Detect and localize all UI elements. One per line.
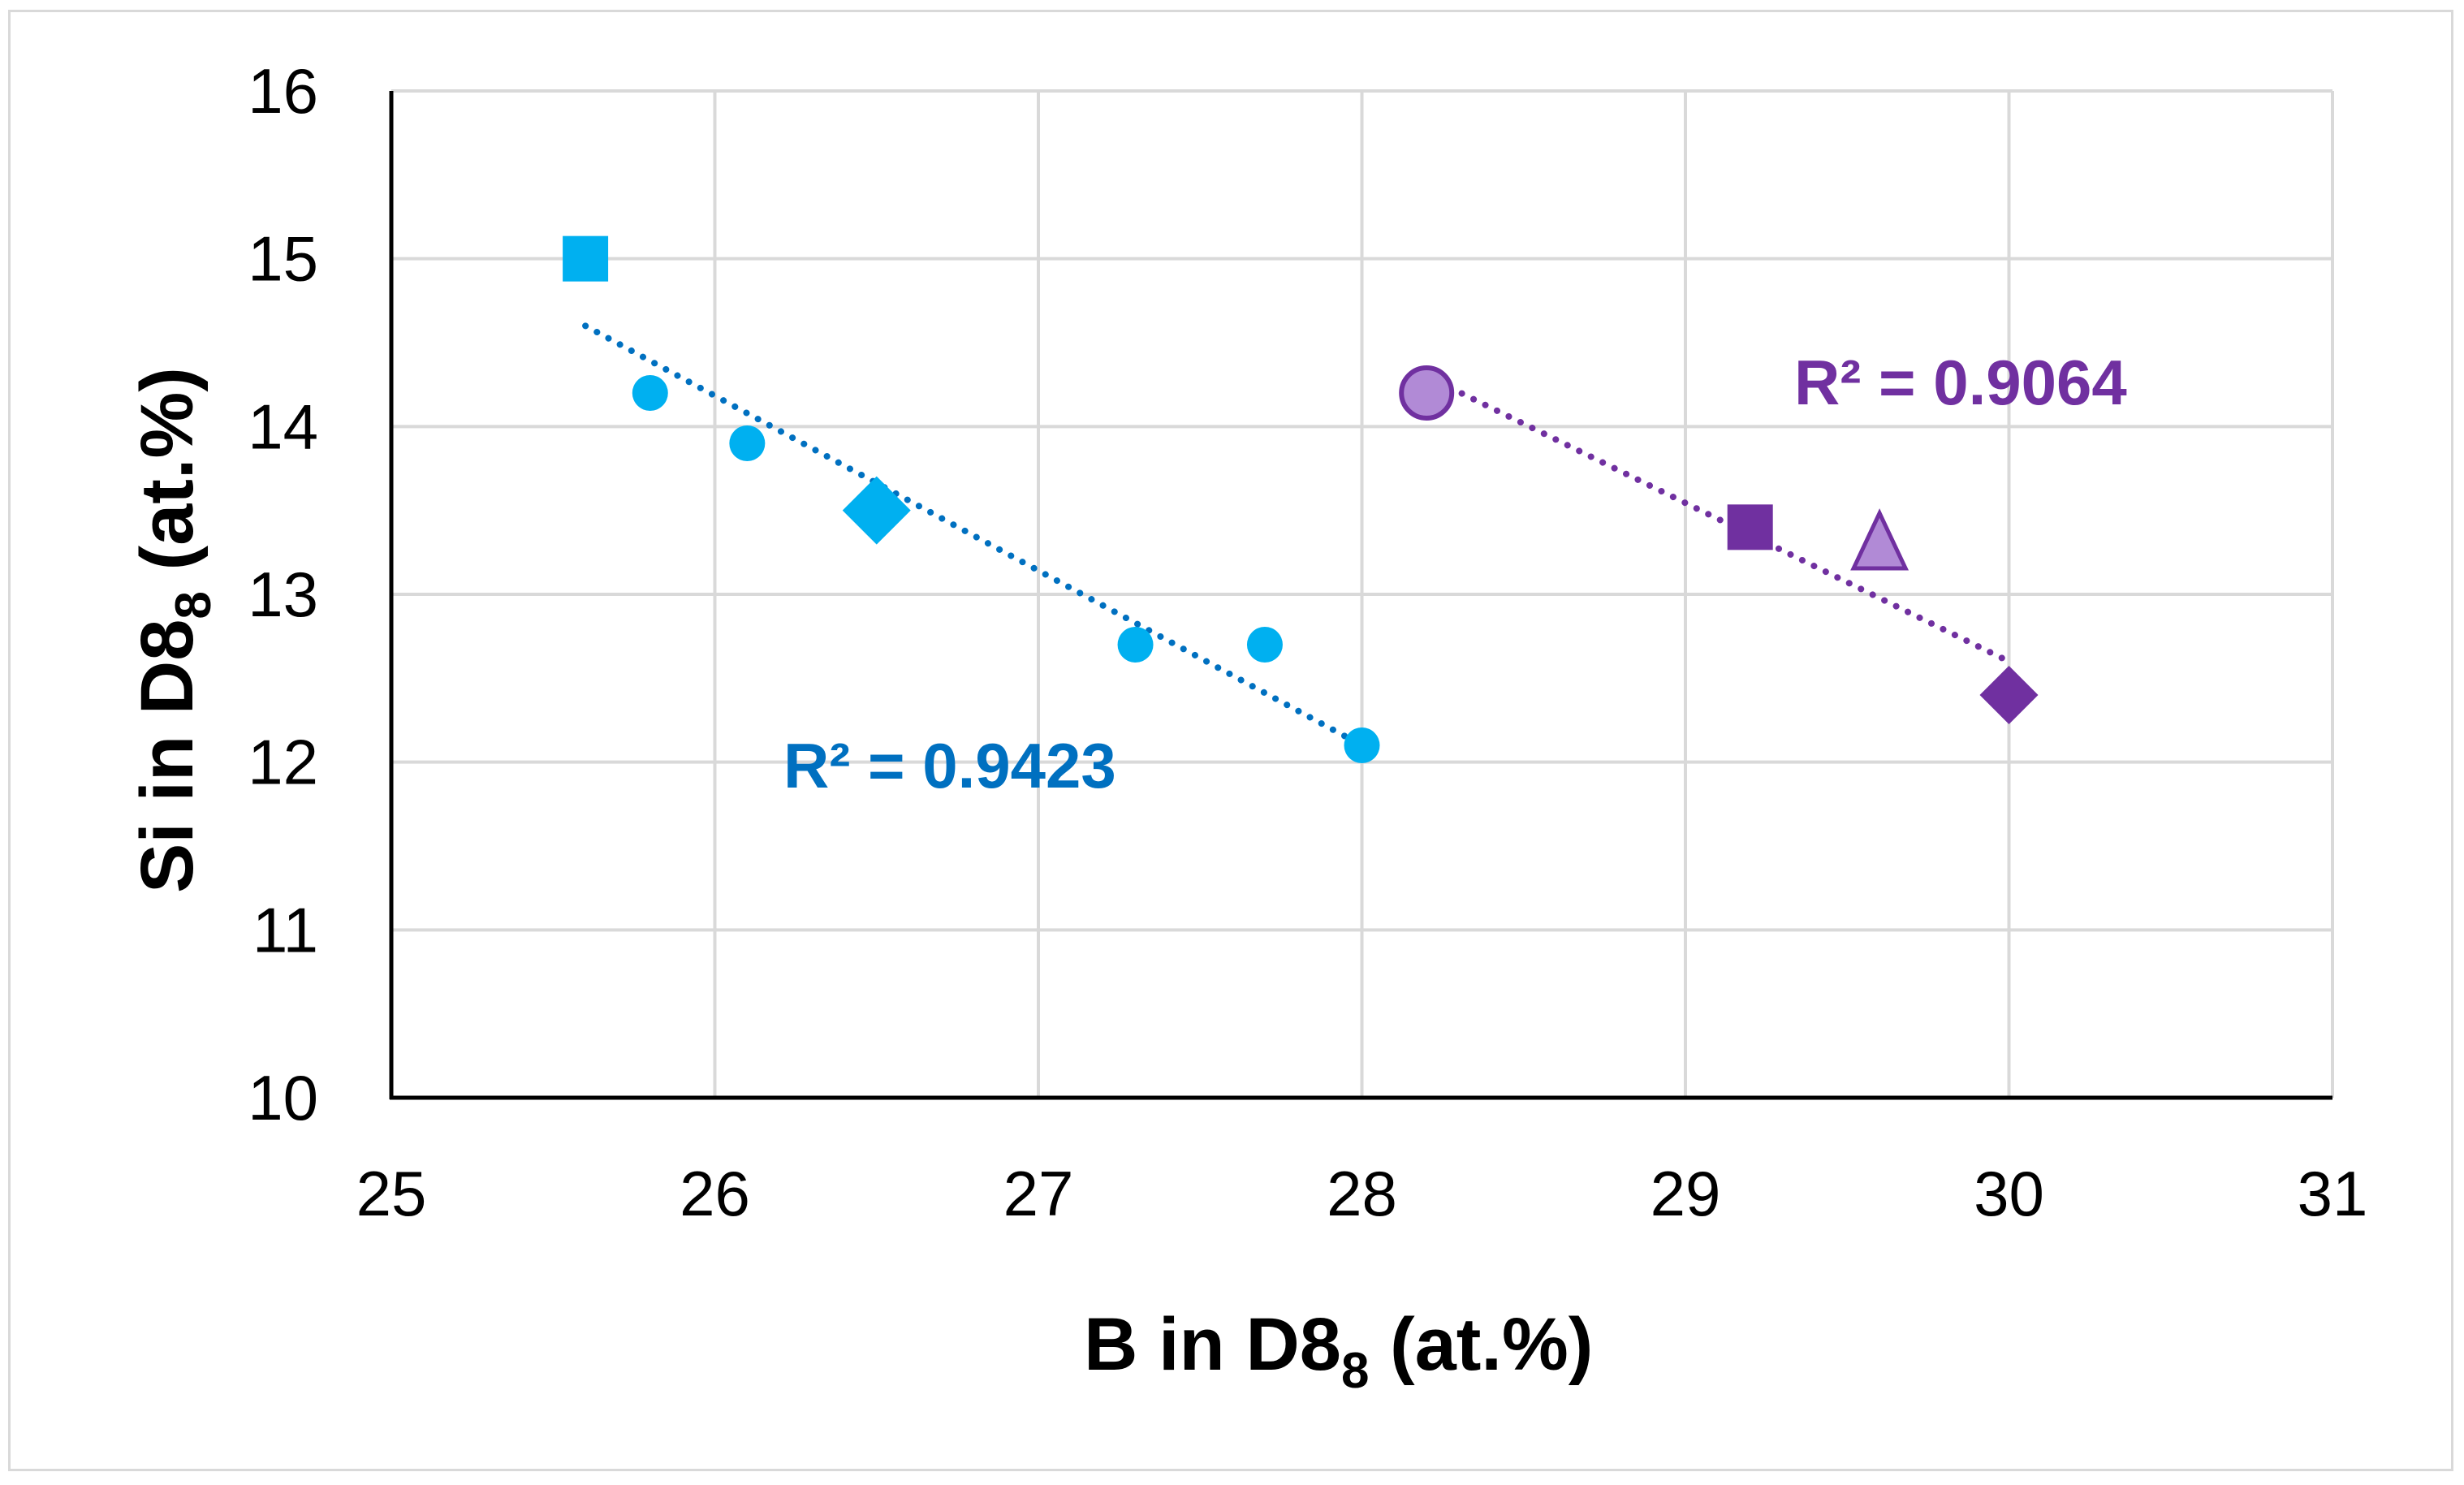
x-tick-label: 25	[356, 1158, 427, 1229]
blue-group-point-square	[563, 235, 609, 282]
y-tick-label: 11	[252, 894, 318, 965]
y-axis-title: Si in D88 (at.%)	[126, 367, 222, 893]
trendline-blue-group	[582, 322, 1366, 749]
r2-label-purple: R² = 0.9064	[1794, 347, 2127, 418]
purple-group-point-diamond	[1979, 666, 2039, 724]
y-tick-label: 13	[248, 559, 318, 630]
axes	[389, 91, 2332, 1100]
gridlines	[391, 89, 2334, 1098]
trendline-purple-group	[1423, 373, 2013, 665]
data-points	[563, 235, 2039, 763]
x-tick-label: 27	[1003, 1158, 1074, 1229]
blue-group-point-circle	[632, 375, 668, 411]
tick-labels: 25 26 27 28 29 30 31 10 11 12 13 14 15 16	[248, 55, 2367, 1229]
r2-label-blue: R² = 0.9423	[783, 730, 1116, 801]
x-axis-title: B in D88 (at.%)	[1084, 1303, 1593, 1399]
x-tick-label: 28	[1327, 1158, 1397, 1229]
x-tick-label: 26	[680, 1158, 750, 1229]
blue-group-point-circle	[1246, 627, 1283, 663]
blue-group-point-circle	[1344, 727, 1380, 763]
x-tick-label: 30	[1974, 1158, 2044, 1229]
blue-group-point-circle	[1117, 627, 1154, 663]
y-tick-label: 15	[248, 223, 318, 295]
x-tick-label: 31	[2298, 1158, 2368, 1229]
y-tick-label: 16	[248, 55, 318, 127]
chart-frame	[8, 10, 2453, 1471]
x-tick-label: 29	[1651, 1158, 1721, 1229]
blue-group-point-diamond	[842, 476, 911, 545]
blue-group-point-circle	[729, 425, 766, 461]
purple-group-point-square	[1727, 504, 1773, 550]
purple-group-point-circle-light	[1399, 365, 1455, 421]
trendlines	[582, 322, 2013, 749]
y-tick-label: 10	[248, 1062, 318, 1133]
y-tick-label: 12	[248, 727, 318, 798]
y-tick-label: 14	[248, 391, 318, 462]
purple-group-point-triangle-light	[1850, 508, 1909, 571]
